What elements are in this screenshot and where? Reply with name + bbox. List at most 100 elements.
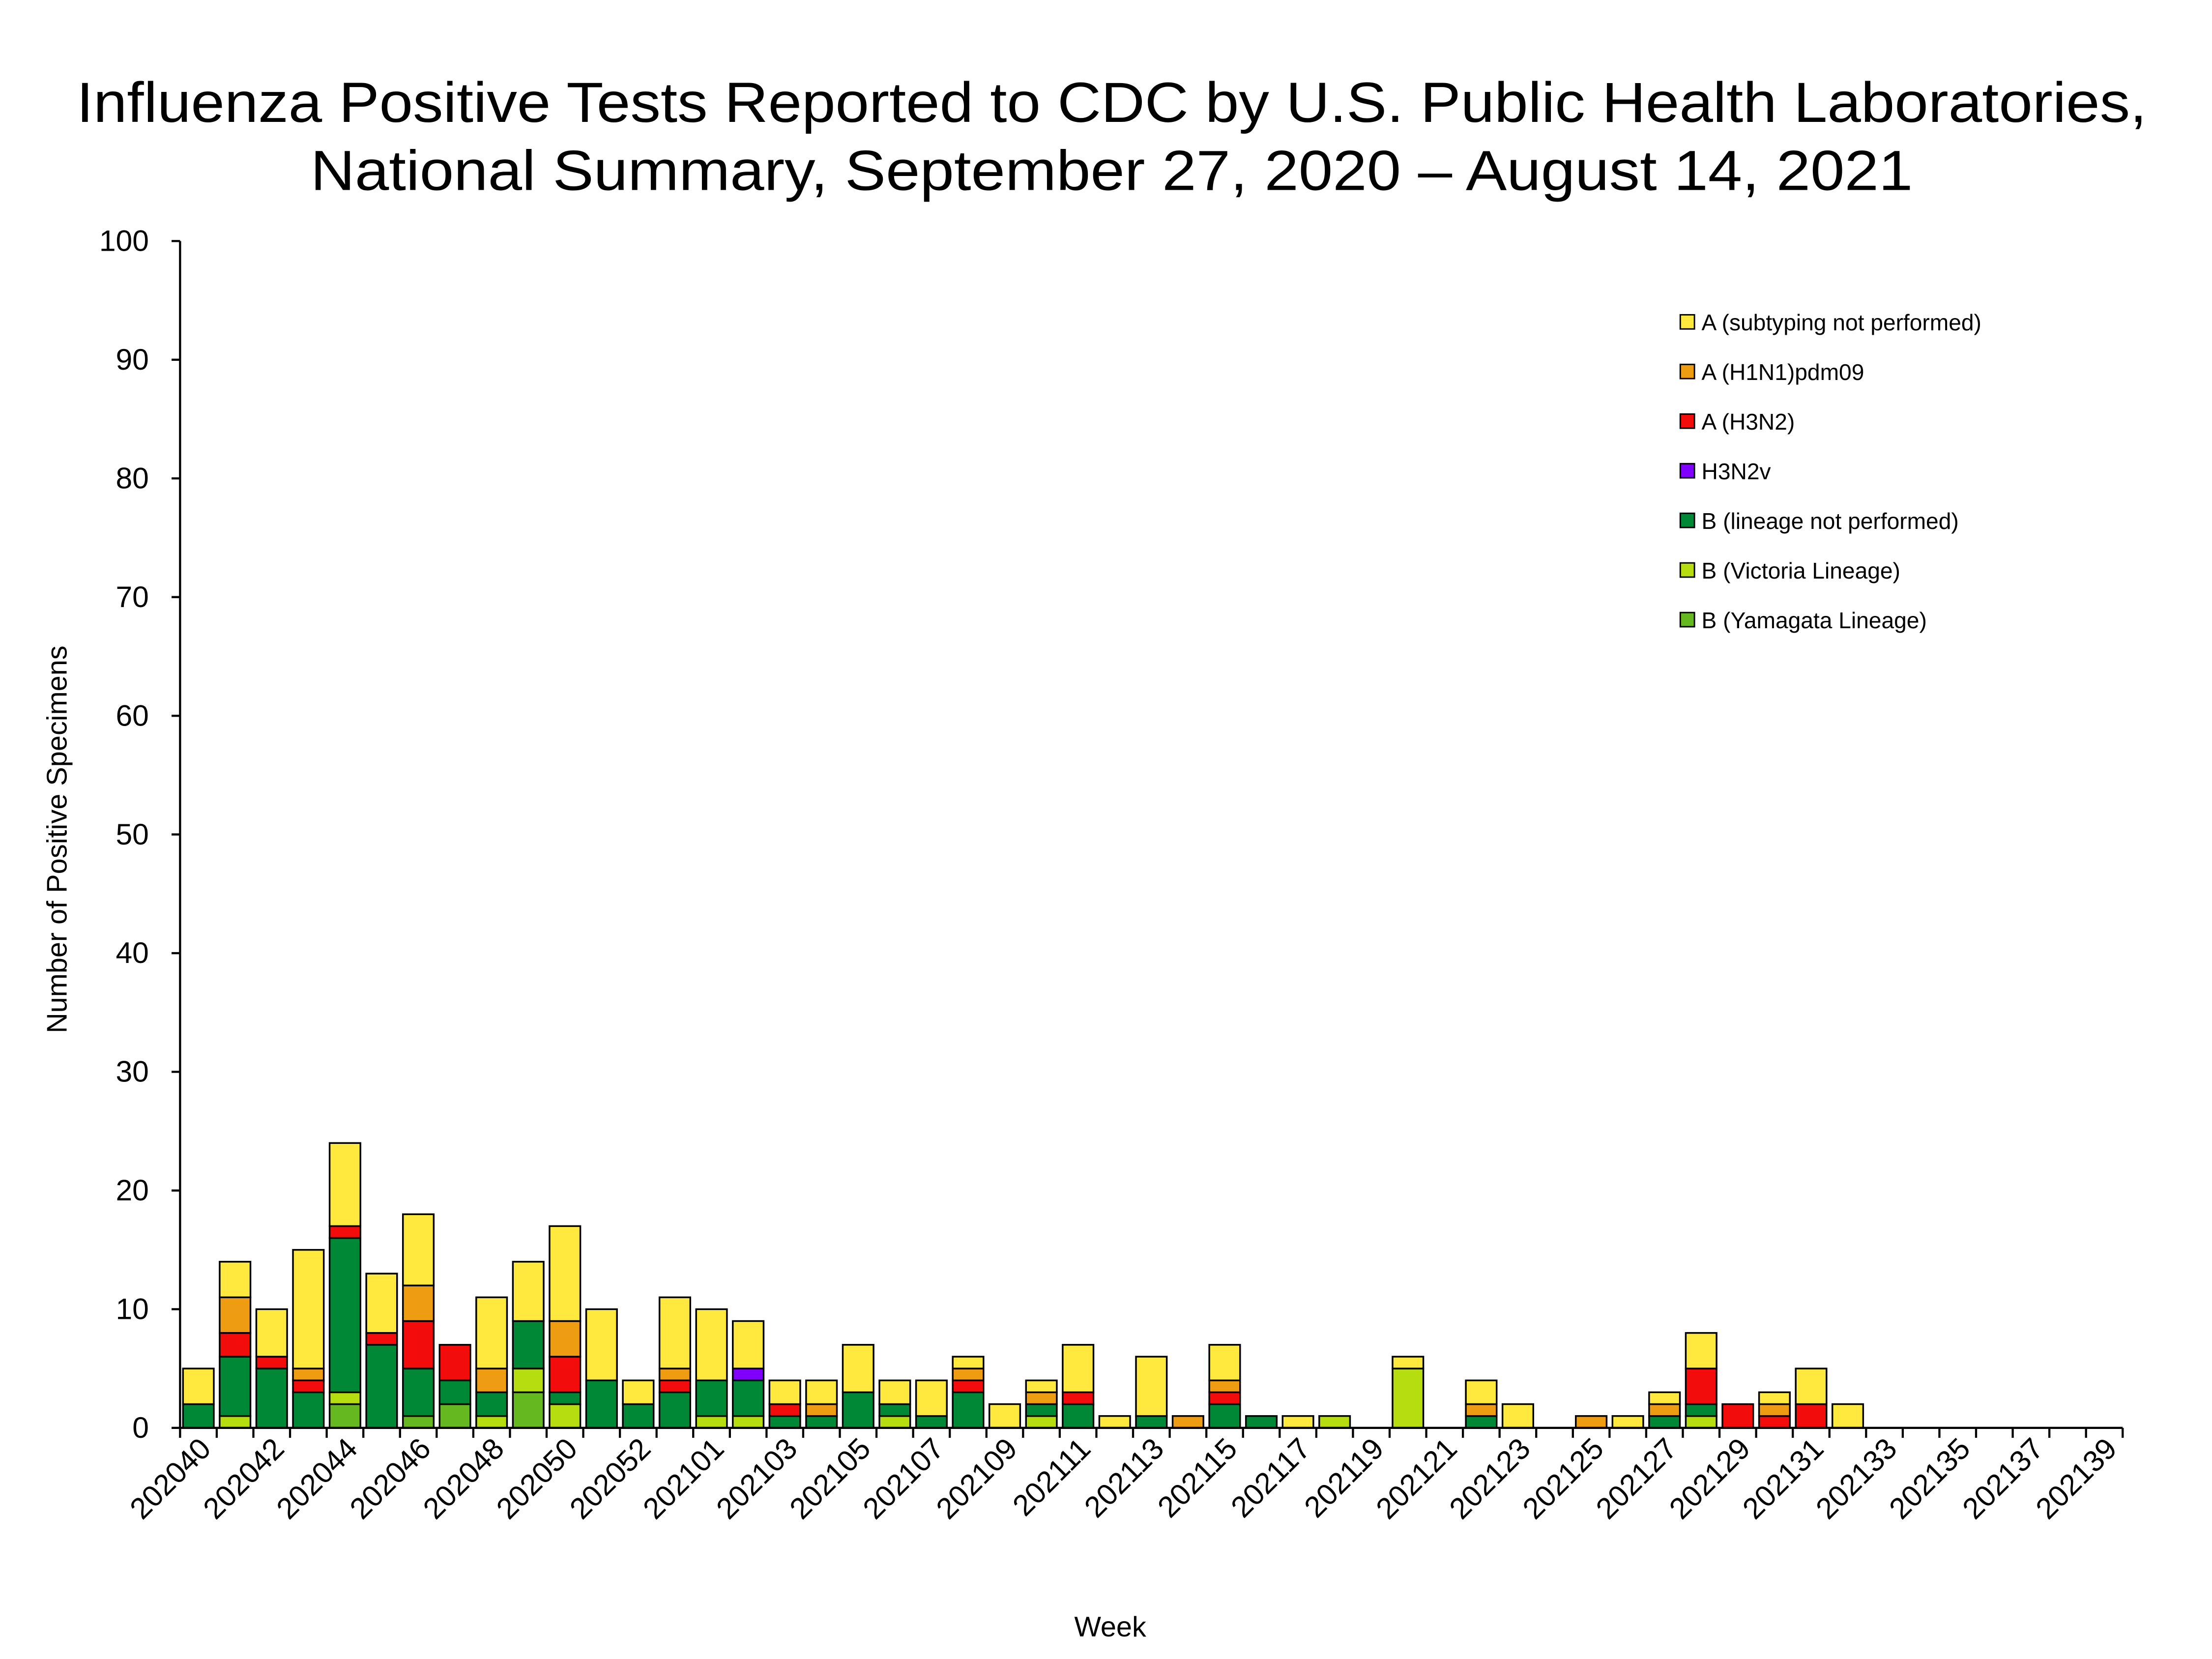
bar-segment-202115-series-2 xyxy=(1208,1403,1241,1429)
chart-title-line-2: National Summary, September 27, 2020 – A… xyxy=(311,140,1913,203)
bar-segment-202122-series-5 xyxy=(1465,1403,1498,1417)
bar-segment-202128-series-2 xyxy=(1685,1403,1717,1417)
bar-segment-202117-series-6 xyxy=(1281,1415,1314,1429)
y-axis-label: Number of Positive Specimens xyxy=(42,645,73,1033)
bar-segment-202050-series-1 xyxy=(549,1403,582,1429)
bar-segment-202051-series-6 xyxy=(585,1308,618,1381)
x-tick-label: 202048 xyxy=(416,1431,510,1525)
x-tick-label: 202050 xyxy=(490,1431,583,1525)
x-tick-label: 202125 xyxy=(1516,1431,1610,1525)
bar-segment-202129-series-4 xyxy=(1721,1403,1754,1429)
bar-segment-202127-series-5 xyxy=(1648,1403,1681,1417)
bar-segment-202103-series-4 xyxy=(768,1403,801,1417)
bar-segment-202042-series-2 xyxy=(255,1368,288,1429)
bar-segment-202120-series-6 xyxy=(1392,1356,1425,1369)
bar-segment-202043-series-4 xyxy=(292,1379,325,1394)
bar-segment-202041-series-5 xyxy=(219,1296,252,1334)
bar-segment-202102-series-1 xyxy=(732,1415,765,1429)
x-tick-label: 202113 xyxy=(1078,1431,1170,1524)
bar-segment-202045-series-2 xyxy=(365,1344,398,1429)
x-tick-label: 202117 xyxy=(1224,1431,1317,1524)
x-tick-label: 202137 xyxy=(1956,1431,2050,1525)
bar-segment-202050-series-2 xyxy=(549,1391,582,1405)
bar-segment-202050-series-6 xyxy=(549,1225,582,1322)
legend-label: A (H3N2) xyxy=(1702,409,1795,435)
legend-label: B (Victoria Lineage) xyxy=(1702,558,1900,583)
y-tick-label: 70 xyxy=(116,580,149,613)
bar-segment-202111-series-6 xyxy=(1062,1344,1095,1394)
bar-segment-202111-series-4 xyxy=(1062,1391,1095,1405)
bar-segment-202043-series-6 xyxy=(292,1249,325,1369)
bar-segment-202053-series-4 xyxy=(658,1379,692,1394)
bar-segment-202103-series-6 xyxy=(768,1379,801,1405)
bar-segment-202108-series-2 xyxy=(952,1391,985,1429)
x-tick-label: 202133 xyxy=(1809,1431,1903,1525)
x-tick-label: 202127 xyxy=(1589,1431,1683,1525)
bar-segment-202118-series-1 xyxy=(1318,1415,1351,1429)
bar-segment-202110-series-1 xyxy=(1025,1415,1058,1429)
bar-segment-202103-series-2 xyxy=(768,1415,801,1429)
bar-segment-202128-series-6 xyxy=(1685,1332,1717,1369)
bar-segment-202102-series-6 xyxy=(732,1320,765,1369)
legend-swatch xyxy=(1679,562,1695,578)
bar-segment-202040-series-6 xyxy=(182,1368,215,1405)
bar-segment-202110-series-6 xyxy=(1025,1379,1058,1394)
bar-segment-202105-series-2 xyxy=(842,1391,874,1429)
bar-segment-202125-series-5 xyxy=(1575,1415,1608,1429)
bar-segment-202105-series-6 xyxy=(842,1344,874,1394)
bar-segment-202048-series-2 xyxy=(475,1391,508,1417)
x-tick-label: 202129 xyxy=(1662,1431,1756,1525)
chart-title-line-1: Influenza Positive Tests Reported to CDC… xyxy=(77,71,2147,134)
bar-segment-202043-series-5 xyxy=(292,1368,325,1381)
bar-segment-202044-series-4 xyxy=(328,1225,361,1239)
bar-segment-202130-series-6 xyxy=(1758,1391,1791,1405)
bar-segment-202053-series-6 xyxy=(658,1296,692,1369)
bar-segment-202049-series-6 xyxy=(512,1261,545,1322)
bar-segment-202051-series-2 xyxy=(585,1379,618,1429)
bar-segment-202048-series-6 xyxy=(475,1296,508,1369)
bar-segment-202046-series-2 xyxy=(402,1368,435,1417)
y-tick-label: 50 xyxy=(116,817,149,851)
bar-segment-202132-series-6 xyxy=(1831,1403,1864,1429)
bar-segment-202045-series-4 xyxy=(365,1332,398,1346)
bar-segment-202041-series-6 xyxy=(219,1261,252,1298)
bar-segment-202046-series-5 xyxy=(402,1284,435,1322)
legend-swatch xyxy=(1679,611,1695,628)
bar-segment-202046-series-0 xyxy=(402,1415,435,1429)
x-tick-label: 202115 xyxy=(1151,1431,1244,1524)
bar-segment-202041-series-4 xyxy=(219,1332,252,1358)
bar-segment-202107-series-2 xyxy=(915,1415,948,1429)
bar-segment-202104-series-6 xyxy=(805,1379,838,1405)
bar-segment-202050-series-5 xyxy=(549,1320,582,1358)
bar-segment-202049-series-0 xyxy=(512,1391,545,1429)
bar-segment-202111-series-2 xyxy=(1062,1403,1095,1429)
bar-segment-202130-series-4 xyxy=(1758,1415,1791,1429)
bar-segment-202044-series-2 xyxy=(328,1237,361,1394)
legend-label: A (H1N1)pdm09 xyxy=(1702,359,1864,385)
bar-segment-202131-series-6 xyxy=(1795,1368,1828,1405)
bar-segment-202113-series-6 xyxy=(1135,1356,1168,1417)
x-tick-label: 202111 xyxy=(1006,1431,1097,1522)
bar-segment-202053-series-2 xyxy=(658,1391,692,1429)
bar-segment-202102-series-2 xyxy=(732,1379,765,1417)
x-tick-label: 202046 xyxy=(343,1431,437,1525)
x-axis-label: Week xyxy=(1074,1611,1146,1643)
bar-segment-202128-series-4 xyxy=(1685,1368,1717,1405)
x-tick-label: 202107 xyxy=(856,1431,950,1525)
legend: A (subtyping not performed) A (H1N1)pdm09… xyxy=(1679,310,1981,633)
bar-segment-202101-series-2 xyxy=(695,1379,728,1417)
bar-segment-202047-series-4 xyxy=(438,1344,471,1381)
y-tick-label: 0 xyxy=(132,1411,149,1444)
bar-segment-202115-series-6 xyxy=(1208,1344,1241,1381)
bar-segment-202046-series-4 xyxy=(402,1320,435,1369)
bar-segment-202044-series-1 xyxy=(328,1391,361,1405)
y-tick-label: 20 xyxy=(116,1173,149,1207)
bar-segment-202123-series-6 xyxy=(1501,1403,1535,1429)
bar-segment-202106-series-6 xyxy=(878,1379,911,1405)
x-tick-label: 202040 xyxy=(123,1431,217,1525)
y-tick-label: 40 xyxy=(116,936,149,969)
bar-segment-202049-series-1 xyxy=(512,1368,545,1394)
bar-segment-202041-series-1 xyxy=(219,1415,252,1429)
bar-segment-202052-series-2 xyxy=(622,1403,655,1429)
